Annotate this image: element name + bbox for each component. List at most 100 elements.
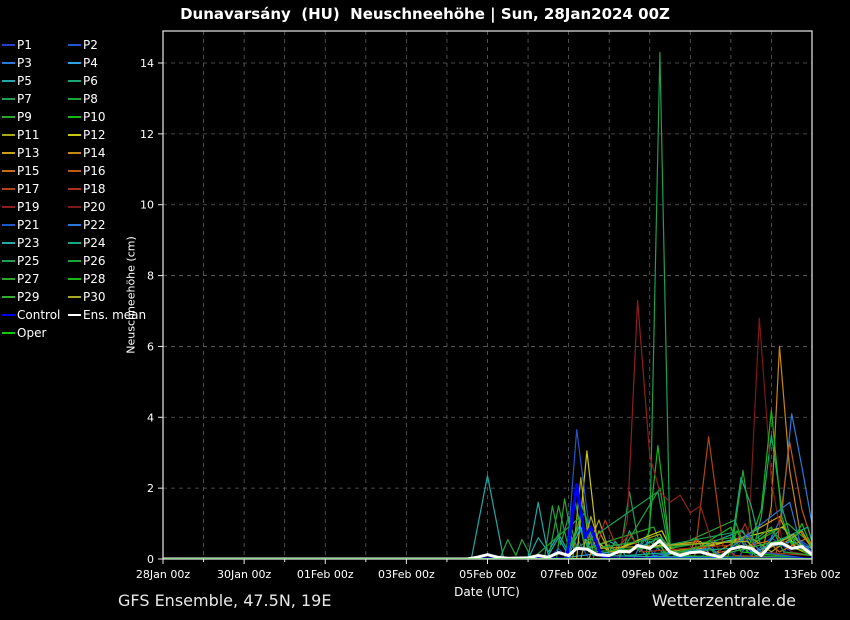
x-tick-label: 28Jan 00z bbox=[136, 568, 190, 581]
legend-swatch bbox=[68, 242, 81, 244]
legend-item-p14: P14 bbox=[68, 144, 172, 162]
legend-item-p25: P25 bbox=[2, 252, 68, 270]
legend-item-p24: P24 bbox=[68, 234, 172, 252]
y-tick-label: 2 bbox=[147, 482, 154, 495]
legend-label: P6 bbox=[83, 74, 98, 88]
legend-swatch bbox=[68, 188, 81, 190]
gridlines bbox=[163, 31, 812, 559]
legend: P1 P2 P3 P4 P5 P6 P7 P8 P9 P10 P11 P12 P13 P14 P15 P16 P… bbox=[2, 36, 172, 342]
legend-label: P8 bbox=[83, 92, 98, 106]
legend-swatch bbox=[2, 260, 15, 262]
x-tick-label: 09Feb 00z bbox=[621, 568, 678, 581]
legend-label: Control bbox=[17, 308, 61, 322]
x-tick-label: 30Jan 00z bbox=[217, 568, 271, 581]
legend-swatch bbox=[2, 188, 15, 190]
chart-title: Dunavarsány (HU) Neuschneehöhe | Sun, 28… bbox=[180, 5, 670, 23]
legend-swatch bbox=[2, 152, 15, 154]
legend-swatch bbox=[2, 206, 15, 208]
y-tick-label: 8 bbox=[147, 270, 154, 283]
legend-item-p22: P22 bbox=[68, 216, 172, 234]
legend-label: P24 bbox=[83, 236, 106, 250]
legend-label: P14 bbox=[83, 146, 106, 160]
legend-label: P21 bbox=[17, 218, 40, 232]
legend-label: P30 bbox=[83, 290, 106, 304]
legend-swatch bbox=[68, 206, 81, 208]
legend-item-p27: P27 bbox=[2, 270, 68, 288]
series-p28 bbox=[163, 409, 812, 559]
legend-label: P4 bbox=[83, 56, 98, 70]
legend-item-p6: P6 bbox=[68, 72, 172, 90]
legend-label: P22 bbox=[83, 218, 106, 232]
series-p17 bbox=[163, 436, 812, 559]
legend-label: P3 bbox=[17, 56, 32, 70]
x-tick-label: 03Feb 00z bbox=[378, 568, 435, 581]
legend-item-p29: P29 bbox=[2, 288, 68, 306]
series-p18 bbox=[163, 519, 812, 559]
legend-swatch bbox=[2, 242, 15, 244]
legend-item-p19: P19 bbox=[2, 198, 68, 216]
legend-swatch bbox=[68, 296, 81, 298]
legend-item-p26: P26 bbox=[68, 252, 172, 270]
legend-label: P16 bbox=[83, 164, 106, 178]
legend-label: P17 bbox=[17, 182, 40, 196]
legend-item-p5: P5 bbox=[2, 72, 68, 90]
legend-item-p9: P9 bbox=[2, 108, 68, 126]
legend-item-p18: P18 bbox=[68, 180, 172, 198]
legend-item-p12: P12 bbox=[68, 126, 172, 144]
x-axis-label: Date (UTC) bbox=[454, 585, 520, 599]
legend-swatch bbox=[2, 62, 15, 64]
series-p27 bbox=[163, 469, 812, 559]
legend-item-p17: P17 bbox=[2, 180, 68, 198]
series-p30 bbox=[163, 515, 812, 559]
legend-item-ens-mean: Ens. mean bbox=[68, 306, 172, 324]
x-tick-label: 11Feb 00z bbox=[703, 568, 760, 581]
legend-swatch bbox=[68, 152, 81, 154]
legend-label: Ens. mean bbox=[83, 308, 147, 322]
y-tick-label: 10 bbox=[140, 199, 154, 212]
legend-swatch bbox=[2, 44, 15, 46]
legend-item-oper: Oper bbox=[2, 324, 68, 342]
model-info-text: GFS Ensemble, 47.5N, 19E bbox=[118, 591, 332, 610]
y-tick-label: 0 bbox=[147, 553, 154, 566]
y-tick-label: 6 bbox=[147, 340, 154, 353]
legend-swatch bbox=[2, 314, 15, 316]
legend-item-p28: P28 bbox=[68, 270, 172, 288]
axis-ticks-and-labels: 28Jan 00z 30Jan 00z 01Feb 00z 03Feb 00z 05Fe… bbox=[136, 57, 841, 581]
y-tick-label: 4 bbox=[147, 411, 154, 424]
legend-label: P7 bbox=[17, 92, 32, 106]
legend-item-p2: P2 bbox=[68, 36, 172, 54]
legend-swatch bbox=[2, 332, 15, 334]
x-tick-label: 07Feb 00z bbox=[540, 568, 597, 581]
legend-item-p7: P7 bbox=[2, 90, 68, 108]
legend-item-p10: P10 bbox=[68, 108, 172, 126]
legend-item-p30: P30 bbox=[68, 288, 172, 306]
legend-label: P13 bbox=[17, 146, 40, 160]
y-axis-label: Neuschneehöhe (cm) bbox=[124, 236, 138, 354]
legend-swatch bbox=[68, 260, 81, 262]
legend-label: P5 bbox=[17, 74, 32, 88]
legend-swatch bbox=[68, 80, 81, 82]
legend-label: P29 bbox=[17, 290, 40, 304]
legend-item-p20: P20 bbox=[68, 198, 172, 216]
legend-swatch bbox=[2, 98, 15, 100]
legend-label: P11 bbox=[17, 128, 40, 142]
legend-item-p23: P23 bbox=[2, 234, 68, 252]
legend-swatch bbox=[2, 116, 15, 118]
legend-swatch bbox=[68, 134, 81, 136]
legend-label: P20 bbox=[83, 200, 106, 214]
legend-label: P25 bbox=[17, 254, 40, 268]
legend-swatch bbox=[2, 170, 15, 172]
legend-item-p16: P16 bbox=[68, 162, 172, 180]
y-tick-label: 14 bbox=[140, 57, 154, 70]
legend-label: P12 bbox=[83, 128, 106, 142]
legend-label: P19 bbox=[17, 200, 40, 214]
legend-label: P27 bbox=[17, 272, 40, 286]
legend-swatch bbox=[68, 224, 81, 226]
legend-label: P18 bbox=[83, 182, 106, 196]
legend-item-p1: P1 bbox=[2, 36, 68, 54]
y-tick-label: 12 bbox=[140, 128, 154, 141]
legend-swatch bbox=[2, 278, 15, 280]
legend-swatch bbox=[68, 98, 81, 100]
